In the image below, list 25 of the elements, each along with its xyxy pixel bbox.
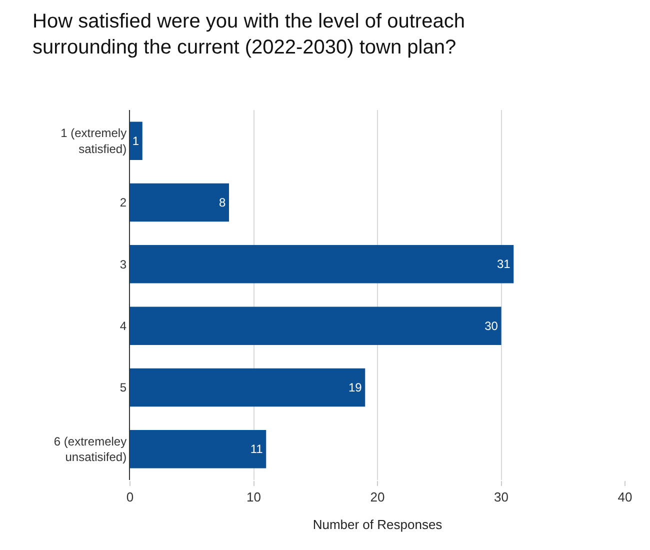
bar [130, 122, 142, 160]
data-label: 8 [219, 196, 226, 210]
data-label: 1 [132, 134, 140, 148]
y-tick-label: 1 (extremely satisfied) [60, 126, 127, 156]
y-tick-label: 6 (extremeley unsatisifed) [54, 434, 127, 464]
data-label: 11 [250, 442, 264, 456]
data-label: 19 [348, 380, 362, 394]
bar [130, 183, 229, 222]
chart-title: How satisfied were you with the level of outreach surrounding the current (2022-2030) town plan? [32, 10, 465, 58]
bar [130, 368, 366, 407]
data-label: 30 [484, 318, 498, 333]
x-tick-label: 20 [370, 490, 385, 505]
y-tick-label: 4 [120, 319, 127, 334]
x-tick-label: 30 [494, 490, 508, 505]
y-tick-label: 3 [120, 257, 127, 272]
data-label: 31 [496, 257, 511, 272]
x-axis-title: Number of Responses [312, 517, 443, 532]
x-tick-label: 40 [618, 490, 632, 505]
x-tick-label: 0 [126, 490, 134, 505]
bar [130, 430, 266, 468]
x-tick-label: 10 [246, 490, 261, 505]
y-tick-label: 2 [120, 196, 127, 210]
bar [130, 306, 502, 345]
y-tick-label: 5 [120, 380, 127, 395]
bar [130, 245, 514, 284]
